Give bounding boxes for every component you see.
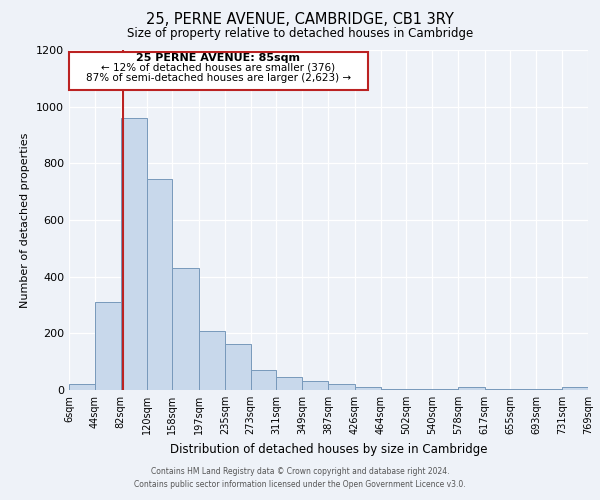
Bar — [562, 387, 588, 390]
Text: ← 12% of detached houses are smaller (376): ← 12% of detached houses are smaller (37… — [101, 62, 335, 72]
FancyBboxPatch shape — [69, 52, 368, 90]
Bar — [121, 118, 146, 390]
Bar — [199, 330, 225, 390]
Bar — [146, 179, 172, 390]
Bar — [511, 389, 536, 390]
Bar — [432, 389, 458, 390]
Bar — [69, 384, 95, 390]
Bar — [328, 384, 355, 390]
Text: 25 PERNE AVENUE: 85sqm: 25 PERNE AVENUE: 85sqm — [136, 53, 301, 63]
Text: Contains HM Land Registry data © Crown copyright and database right 2024.
Contai: Contains HM Land Registry data © Crown c… — [134, 468, 466, 489]
Bar — [277, 376, 302, 390]
Bar — [485, 389, 511, 390]
Text: Size of property relative to detached houses in Cambridge: Size of property relative to detached ho… — [127, 28, 473, 40]
Text: 87% of semi-detached houses are larger (2,623) →: 87% of semi-detached houses are larger (… — [86, 74, 351, 84]
Bar — [536, 389, 562, 390]
Bar — [406, 389, 432, 390]
Bar — [172, 268, 199, 390]
Y-axis label: Number of detached properties: Number of detached properties — [20, 132, 31, 308]
Bar — [355, 386, 380, 390]
Text: 25, PERNE AVENUE, CAMBRIDGE, CB1 3RY: 25, PERNE AVENUE, CAMBRIDGE, CB1 3RY — [146, 12, 454, 28]
Bar — [380, 388, 406, 390]
Bar — [95, 302, 121, 390]
Bar — [225, 344, 251, 390]
Bar — [251, 370, 277, 390]
Bar — [458, 387, 485, 390]
Bar — [302, 380, 328, 390]
X-axis label: Distribution of detached houses by size in Cambridge: Distribution of detached houses by size … — [170, 442, 487, 456]
